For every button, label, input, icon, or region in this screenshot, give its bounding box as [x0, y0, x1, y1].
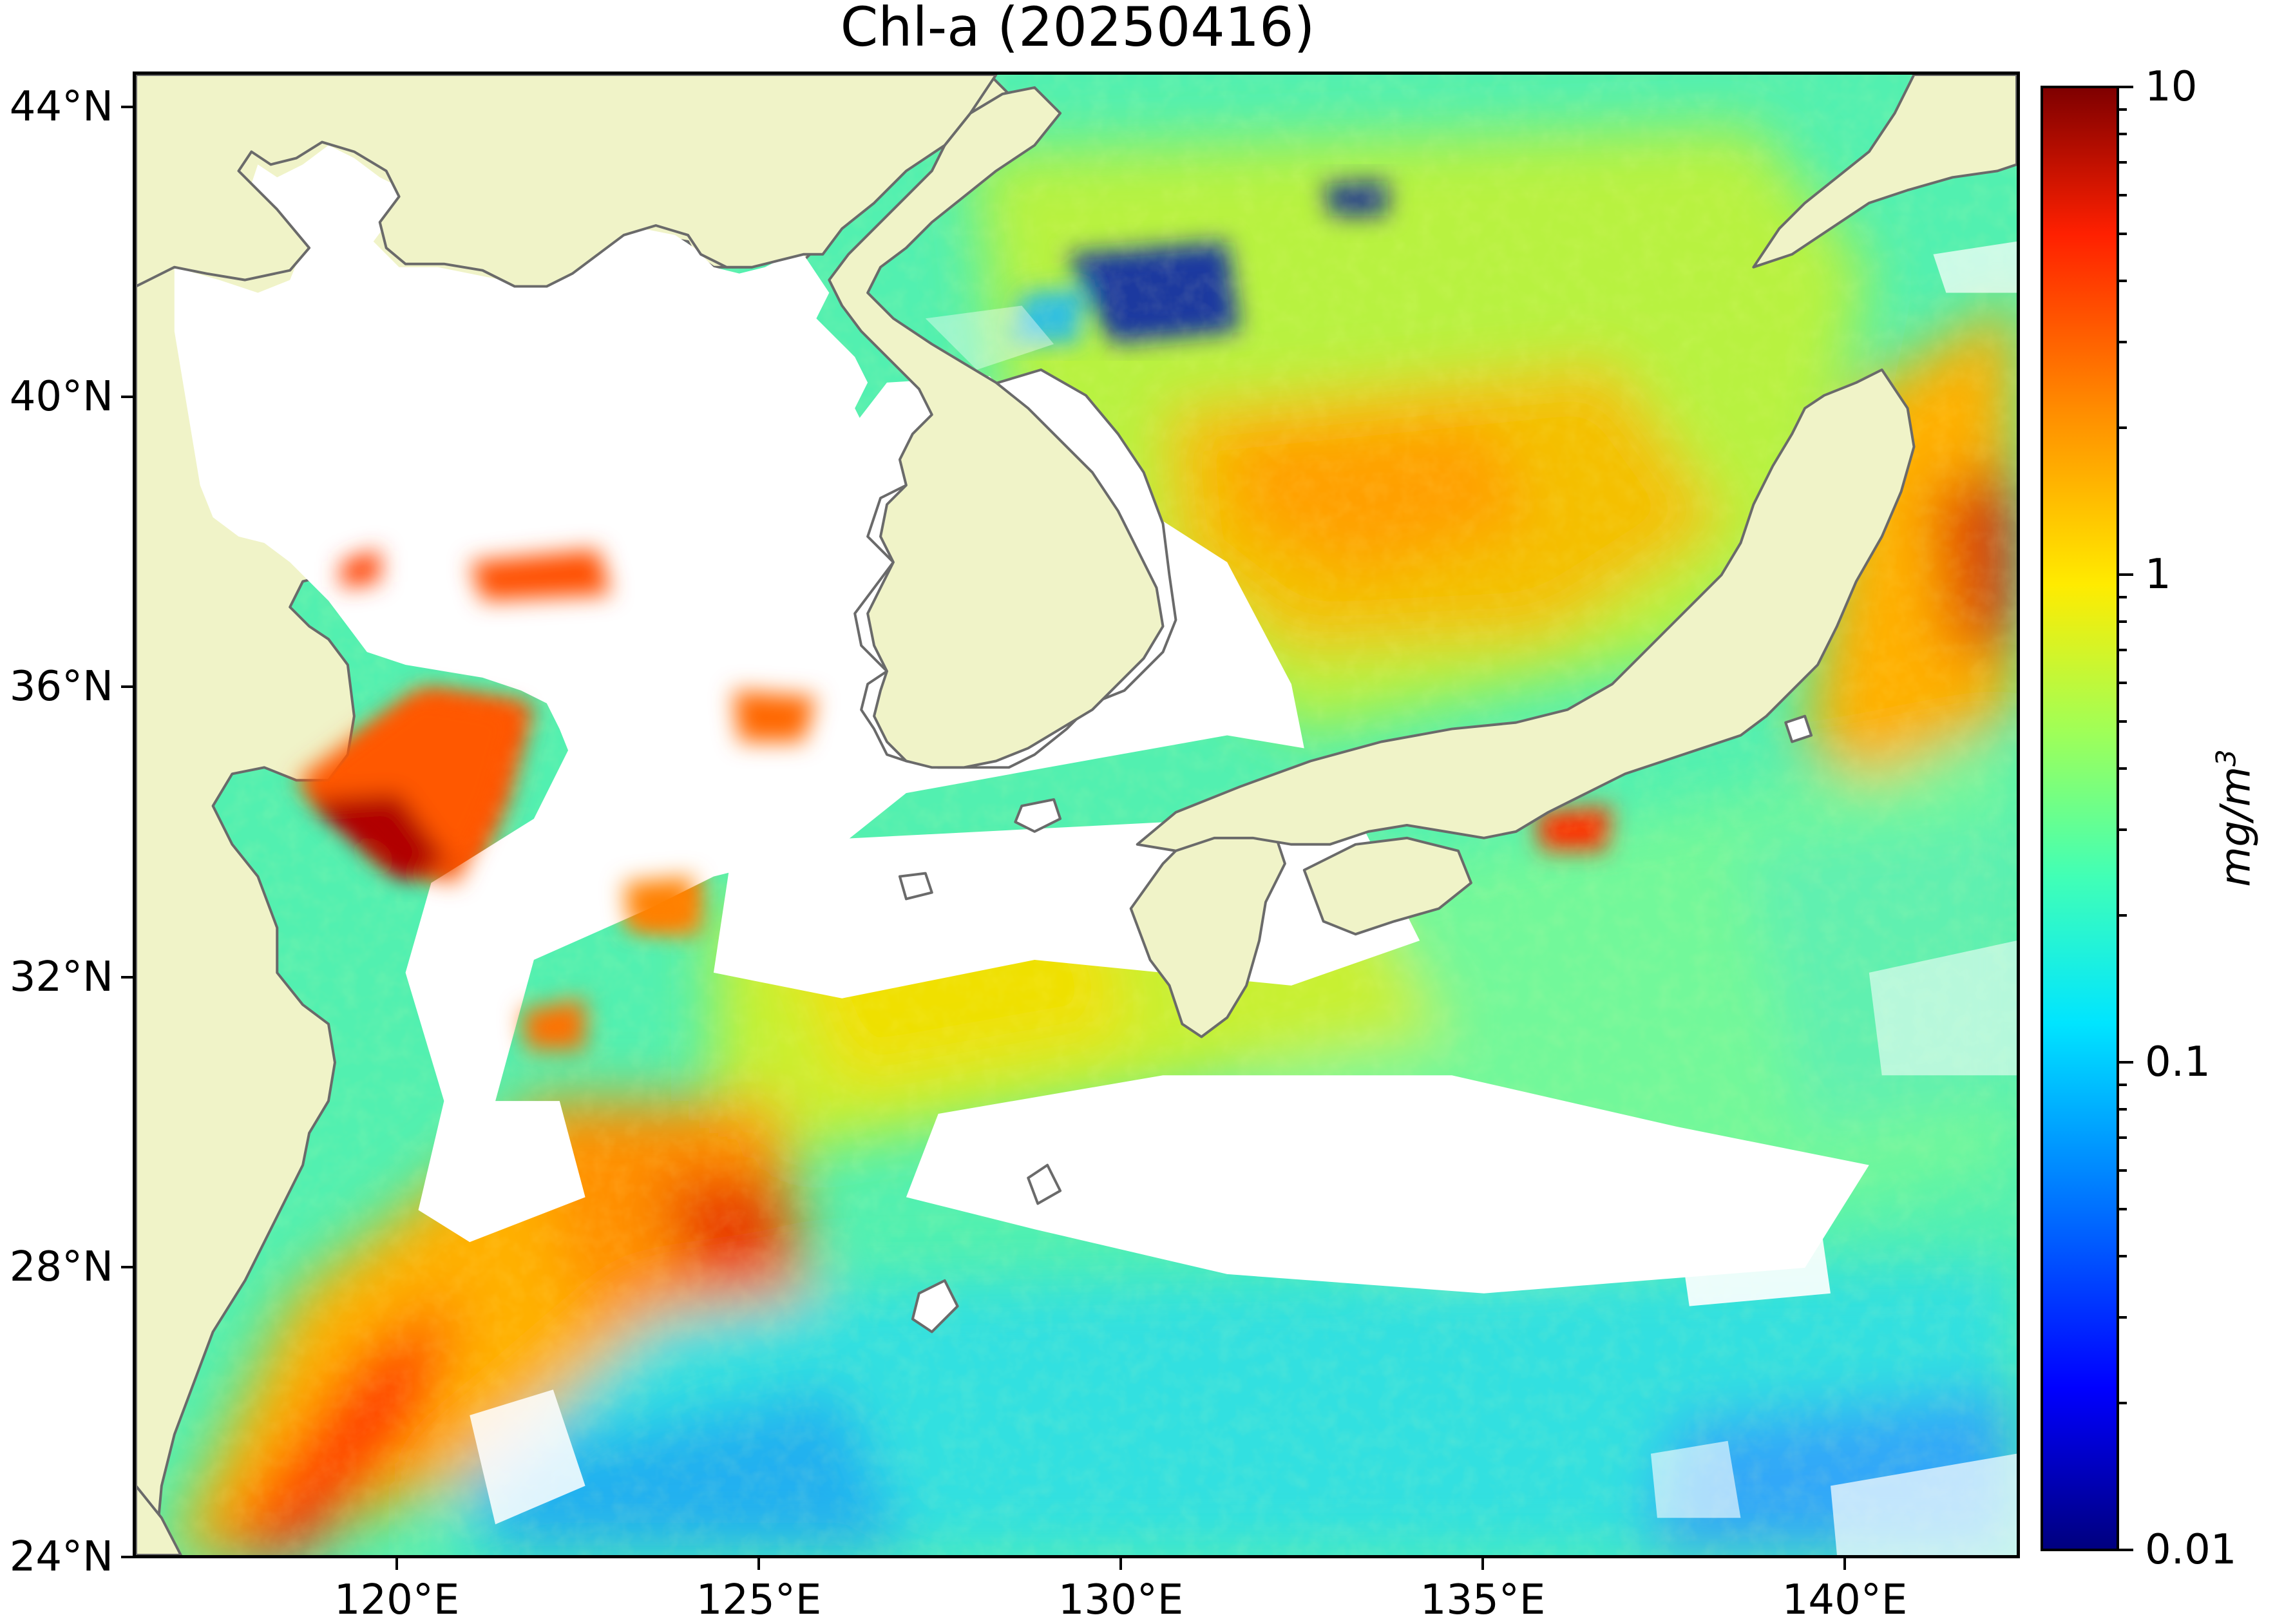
- colorbar-minor-tick: [2119, 828, 2127, 831]
- colorbar-minor-tick: [2119, 681, 2127, 684]
- lon-label: 125°E: [696, 1576, 822, 1624]
- lat-tick: [121, 976, 133, 979]
- lat-tick: [121, 396, 133, 398]
- yellow-sea-no-data: [174, 145, 868, 864]
- colorbar-minor-tick: [2119, 649, 2127, 652]
- lat-tick: [121, 1556, 133, 1558]
- manchuria-land: [136, 75, 998, 288]
- colorbar-minor-tick: [2119, 193, 2127, 196]
- lon-tick: [395, 1558, 398, 1570]
- lat-label: 36°N: [9, 663, 113, 711]
- map-panel: [133, 72, 2020, 1558]
- colorbar-minor-tick: [2119, 1169, 2127, 1172]
- colorbar-minor-tick: [2119, 1402, 2127, 1405]
- colorbar-label: 1: [2145, 551, 2171, 598]
- colorbar-label: 0.1: [2145, 1038, 2211, 1086]
- lat-tick: [121, 1266, 133, 1268]
- colorbar-minor-tick: [2119, 108, 2127, 111]
- colorbar-minor-tick: [2119, 1207, 2127, 1210]
- lat-tick: [121, 685, 133, 688]
- colorbar-minor-tick: [2119, 620, 2127, 624]
- colorbar-label: 0.01: [2145, 1526, 2237, 1574]
- lon-tick: [1481, 1558, 1484, 1570]
- colorbar: [2041, 86, 2119, 1551]
- lat-label: 44°N: [9, 83, 113, 131]
- lon-label: 120°E: [334, 1576, 460, 1624]
- lat-label: 32°N: [9, 953, 113, 1001]
- lat-label: 40°N: [9, 373, 113, 421]
- colorbar-minor-tick: [2119, 426, 2127, 430]
- chlorophyll-map: [136, 75, 2017, 1555]
- lon-tick: [1119, 1558, 1122, 1570]
- lat-label: 24°N: [9, 1533, 113, 1581]
- colorbar-major-tick: [2119, 1061, 2133, 1064]
- colorbar-minor-tick: [2119, 1108, 2127, 1111]
- map-title: Chl-a (20250416): [840, 0, 1315, 59]
- lon-label: 130°E: [1058, 1576, 1184, 1624]
- colorbar-minor-tick: [2119, 340, 2127, 343]
- colorbar-unit-label: mg/m3: [2210, 749, 2260, 887]
- colorbar-minor-tick: [2119, 767, 2127, 770]
- colorbar-minor-tick: [2119, 1136, 2127, 1140]
- korea-land: [828, 86, 1165, 769]
- colorbar-minor-tick: [2119, 280, 2127, 283]
- colorbar-major-tick: [2119, 86, 2133, 88]
- lon-label: 140°E: [1782, 1576, 1908, 1624]
- lon-tick: [757, 1558, 760, 1570]
- colorbar-minor-tick: [2119, 161, 2127, 164]
- lon-label: 135°E: [1420, 1576, 1546, 1624]
- lat-label: 28°N: [9, 1243, 113, 1291]
- colorbar-minor-tick: [2119, 595, 2127, 598]
- colorbar-minor-tick: [2119, 720, 2127, 723]
- colorbar-major-tick: [2119, 1549, 2133, 1551]
- colorbar-minor-tick: [2119, 1255, 2127, 1258]
- colorbar-minor-tick: [2119, 232, 2127, 235]
- colorbar-major-tick: [2119, 573, 2133, 576]
- colorbar-label: 10: [2145, 63, 2198, 111]
- colorbar-minor-tick: [2119, 133, 2127, 136]
- colorbar-minor-tick: [2119, 1315, 2127, 1319]
- colorbar-minor-tick: [2119, 914, 2127, 917]
- colorbar-minor-tick: [2119, 1083, 2127, 1086]
- lat-tick: [121, 106, 133, 108]
- lon-tick: [1843, 1558, 1846, 1570]
